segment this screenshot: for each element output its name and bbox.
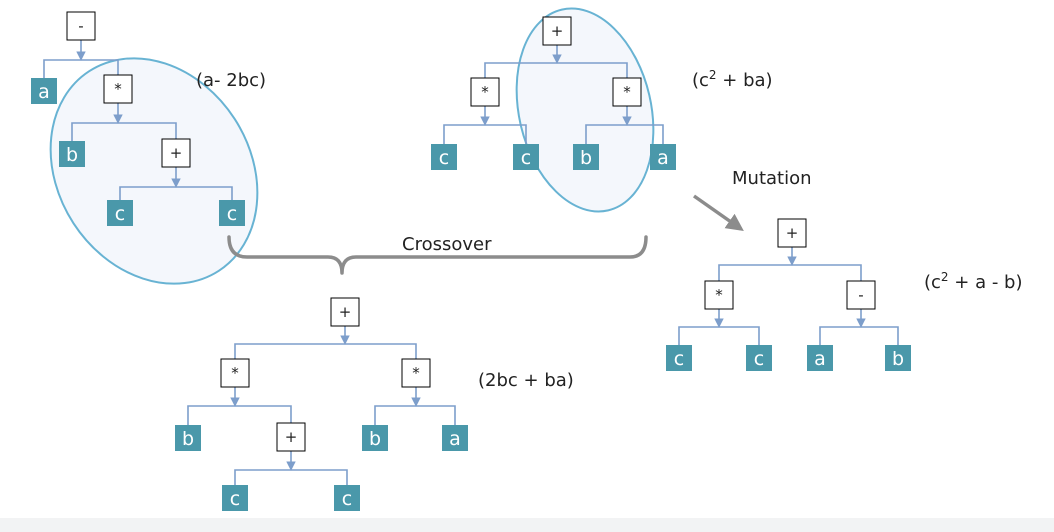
leaf-node: c <box>513 144 539 170</box>
leaf-symbol: a <box>38 81 50 103</box>
operator-node: * <box>103 74 133 104</box>
parent2-selection-ellipse <box>515 7 655 213</box>
leaf-symbol: b <box>66 144 78 166</box>
leaf-symbol: c <box>342 488 352 510</box>
mutated-tree: + * - c c a b <box>666 218 911 371</box>
tree-connectors <box>678 247 899 345</box>
operator-symbol: + <box>285 428 298 446</box>
leaf-node: c <box>219 200 245 226</box>
operator-symbol: * <box>114 80 122 98</box>
operator-symbol: * <box>623 83 631 101</box>
leaf-symbol: b <box>182 428 194 450</box>
leaf-symbol: b <box>369 428 381 450</box>
parent1-expression: (a- 2bc) <box>196 70 266 91</box>
leaf-node: b <box>885 345 911 371</box>
leaf-node: c <box>334 485 360 511</box>
operator-symbol: * <box>412 364 420 382</box>
leaf-node: b <box>362 425 388 451</box>
parent1-tree: - a * b + c c <box>31 11 245 226</box>
operator-node: * <box>704 280 734 310</box>
leaf-node: c <box>666 345 692 371</box>
operator-node: * <box>401 358 431 388</box>
leaf-node: c <box>431 144 457 170</box>
leaf-symbol: c <box>439 147 449 169</box>
tree-connectors <box>43 40 233 200</box>
tree-connectors <box>443 45 664 144</box>
operator-node: + <box>330 297 360 327</box>
leaf-symbol: c <box>227 203 237 225</box>
operator-node: + <box>542 16 572 46</box>
operator-symbol: + <box>339 303 352 321</box>
operator-symbol: * <box>481 83 489 101</box>
leaf-symbol: c <box>674 348 684 370</box>
leaf-node: c <box>746 345 772 371</box>
operator-node: * <box>220 358 250 388</box>
leaf-symbol: c <box>521 147 531 169</box>
operator-symbol: - <box>858 286 863 304</box>
leaf-node: a <box>650 144 676 170</box>
operator-symbol: * <box>715 286 723 304</box>
leaf-symbol: a <box>657 147 669 169</box>
operator-symbol: - <box>78 17 83 35</box>
leaf-symbol: c <box>115 203 125 225</box>
leaf-symbol: c <box>754 348 764 370</box>
mutation-arrow <box>692 194 744 232</box>
child-tree: + * * b + b a c <box>175 297 468 511</box>
operator-node: * <box>470 77 500 107</box>
operator-node: - <box>846 280 876 310</box>
parent1-selection-ellipse <box>49 57 259 285</box>
leaf-node: a <box>31 78 57 104</box>
tree-connectors <box>187 326 456 485</box>
operator-node: + <box>777 218 807 248</box>
leaf-node: a <box>442 425 468 451</box>
leaf-node: b <box>59 141 85 167</box>
leaf-node: b <box>175 425 201 451</box>
child-expression: (2bc + ba) <box>478 370 574 391</box>
operator-node: * <box>612 77 642 107</box>
bottom-band <box>0 518 1054 532</box>
mutation-label: Mutation <box>732 168 812 189</box>
leaf-node: a <box>807 345 833 371</box>
parent2-expression: (c2 + ba) <box>692 68 773 91</box>
crossover-bracket <box>227 235 648 275</box>
operator-symbol: * <box>231 364 239 382</box>
parent2-tree: + * * c c b a <box>431 16 676 170</box>
leaf-node: c <box>222 485 248 511</box>
operator-node: + <box>161 138 191 168</box>
leaf-symbol: c <box>230 488 240 510</box>
leaf-symbol: b <box>580 147 592 169</box>
leaf-symbol: b <box>892 348 904 370</box>
leaf-symbol: a <box>814 348 826 370</box>
operator-symbol: + <box>170 144 183 162</box>
leaf-node: c <box>107 200 133 226</box>
leaf-symbol: a <box>449 428 461 450</box>
mutated-expression: (c2 + a - b) <box>924 270 1023 293</box>
crossover-label: Crossover <box>402 234 492 255</box>
operator-node: - <box>66 11 96 41</box>
operator-symbol: + <box>786 224 799 242</box>
leaf-node: b <box>573 144 599 170</box>
operator-symbol: + <box>551 22 564 40</box>
operator-node: + <box>276 422 306 452</box>
